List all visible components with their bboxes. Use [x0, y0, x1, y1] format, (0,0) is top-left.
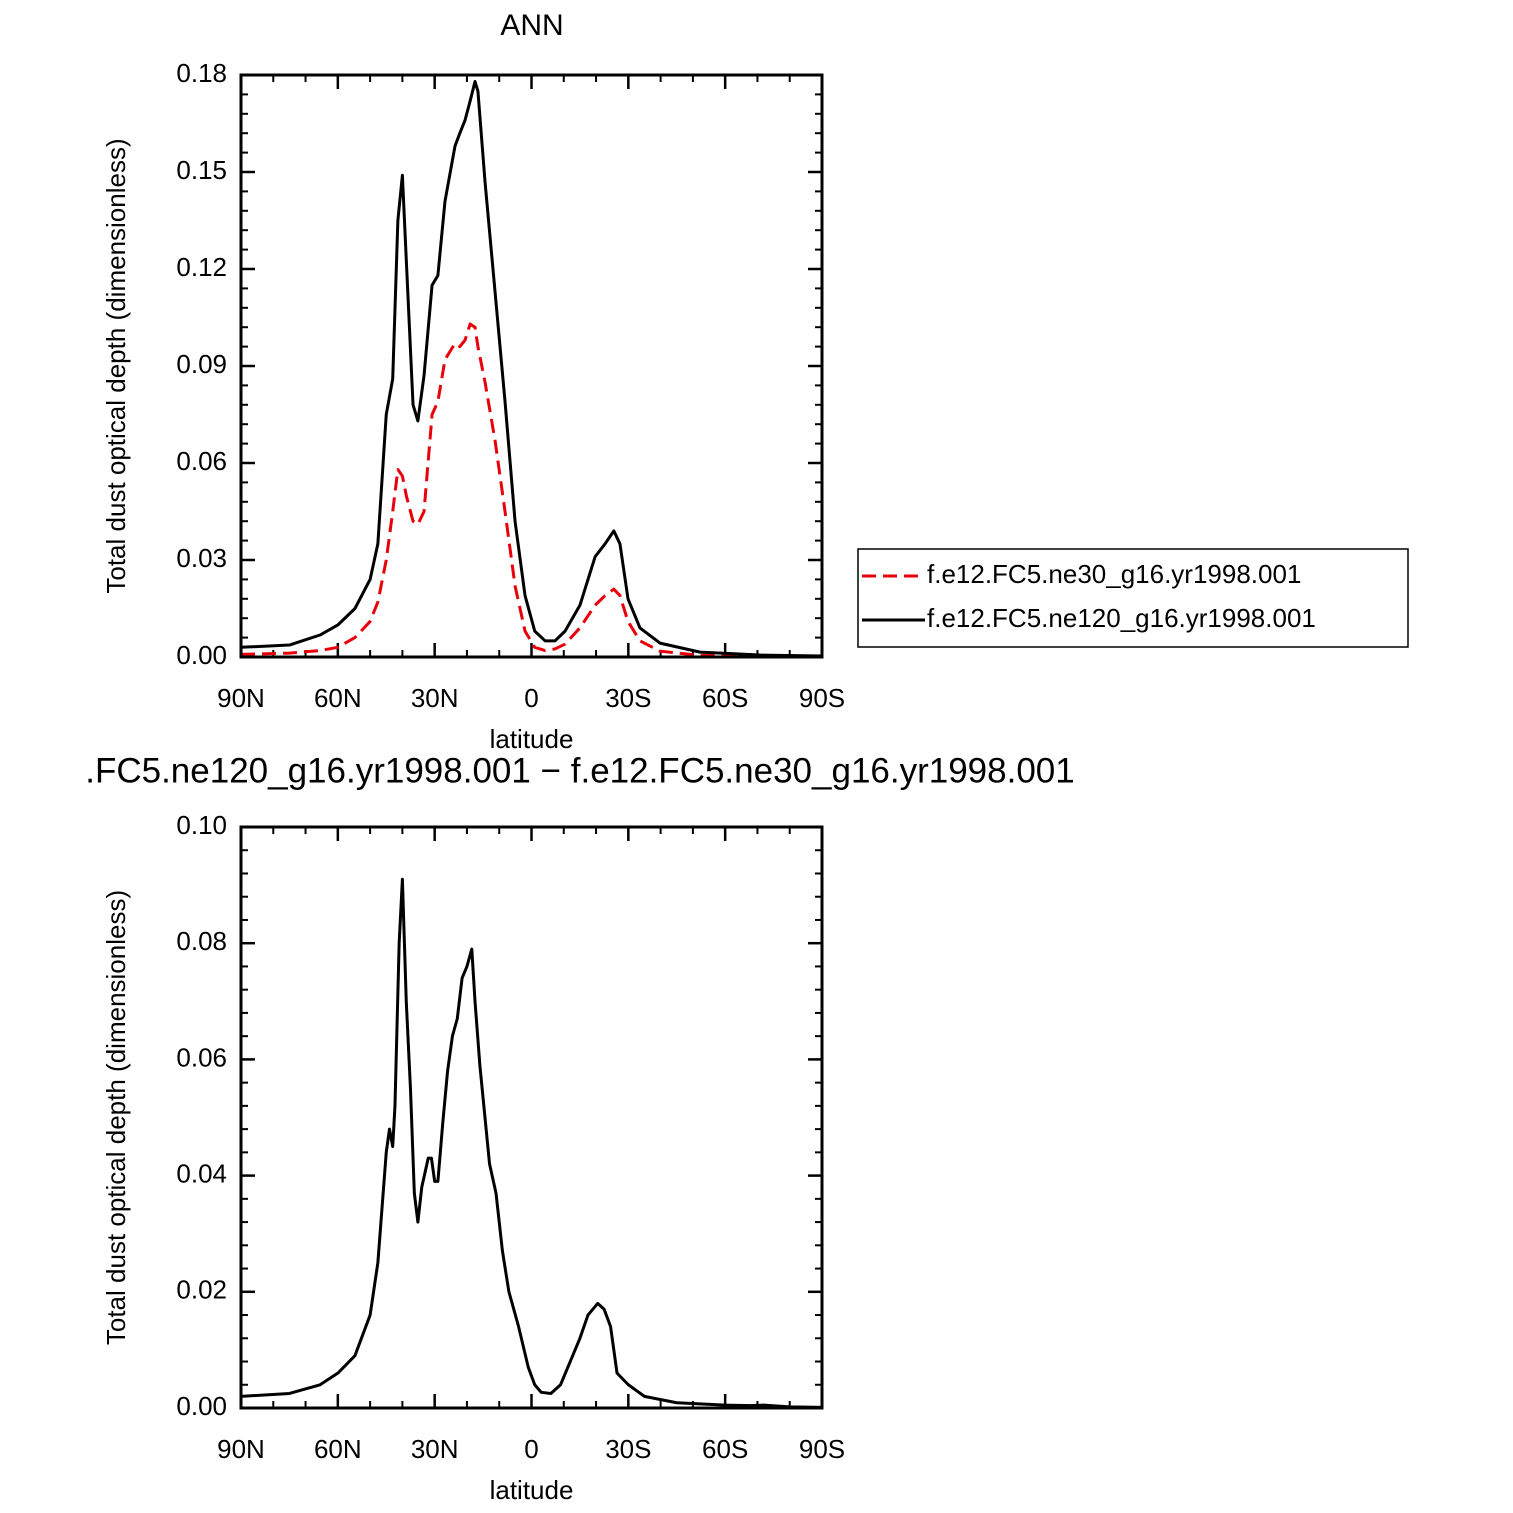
x-tick-label: 30N [411, 1434, 459, 1464]
y-tick-label: 0.10 [176, 810, 227, 840]
x-tick-label: 90N [217, 683, 265, 713]
x-tick-label: 30N [411, 683, 459, 713]
x-tick-label: 60S [702, 683, 748, 713]
series-line [240, 322, 823, 659]
chart-title: .FC5.ne120_g16.yr1998.001 − f.e12.FC5.ne… [85, 751, 1075, 790]
legend-label: f.e12.FC5.ne120_g16.yr1998.001 [927, 603, 1316, 633]
y-tick-label: 0.00 [176, 1391, 227, 1421]
y-tick-label: 0.09 [176, 349, 227, 379]
legend-label: f.e12.FC5.ne30_g16.yr1998.001 [927, 559, 1301, 589]
y-tick-label: 0.06 [176, 446, 227, 476]
y-tick-label: 0.15 [176, 155, 227, 185]
y-tick-label: 0.03 [176, 543, 227, 573]
x-tick-label: 90S [799, 1434, 845, 1464]
x-tick-label: 30S [605, 1434, 651, 1464]
x-tick-label: 90S [799, 683, 845, 713]
plot-frame [239, 73, 824, 659]
x-tick-label: 0 [524, 1434, 538, 1464]
y-tick-label: 0.08 [176, 926, 227, 956]
x-tick-label: 30S [605, 683, 651, 713]
series-line [240, 877, 823, 1409]
legend-box [857, 548, 1409, 648]
x-axis-label: latitude [490, 724, 574, 754]
y-tick-label: 0.02 [176, 1275, 227, 1305]
y-tick-label: 0.12 [176, 252, 227, 282]
y-tick-label: 0.04 [176, 1158, 227, 1188]
x-tick-label: 0 [524, 683, 538, 713]
y-axis-label: Total dust optical depth (dimensionless) [101, 138, 131, 593]
x-tick-label: 60N [314, 683, 362, 713]
x-tick-label: 60N [314, 1434, 362, 1464]
y-tick-label: 0.18 [176, 58, 227, 88]
y-tick-label: 0.00 [176, 640, 227, 670]
x-tick-label: 90N [217, 1434, 265, 1464]
series-line [240, 79, 823, 658]
plot-frame [239, 825, 824, 1410]
y-axis-label: Total dust optical depth (dimensionless) [101, 890, 131, 1345]
x-tick-label: 60S [702, 1434, 748, 1464]
y-tick-label: 0.06 [176, 1042, 227, 1072]
x-axis-label: latitude [490, 1475, 574, 1505]
chart-title: ANN [500, 9, 563, 42]
